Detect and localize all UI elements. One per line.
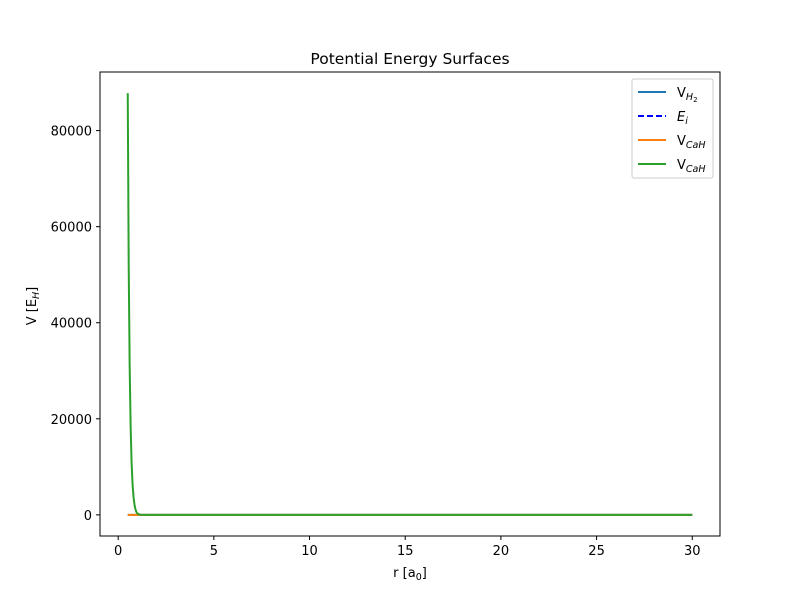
x-axis-label-close: ] [422, 566, 427, 581]
y-axis-label-sub: H [31, 292, 42, 299]
axes-layer: 0 5 10 15 20 25 30 0 20000 40000 60000 80000 [51, 71, 721, 559]
legend-label-0-subsub: 2 [693, 96, 697, 104]
plot-area [100, 72, 720, 536]
chart-title: Potential Energy Surfaces [310, 50, 509, 68]
legend-label-0: VH2 [677, 86, 698, 104]
legend-label-2: VCaH [677, 134, 706, 151]
legend-label-3-sub: CaH [686, 164, 706, 175]
axes-frame [99, 71, 721, 537]
plot-background [100, 72, 720, 536]
legend-frame [631, 78, 714, 179]
x-axis-label-main: r [a [393, 566, 416, 581]
y-tick-label-4: 80000 [51, 125, 92, 140]
x-axis-label: r [a0] [393, 566, 427, 583]
y-axis-label-main: V [E [25, 299, 40, 325]
x-tick-label-1: 5 [210, 544, 218, 559]
x-tick-label-2: 10 [301, 544, 318, 559]
legend-item-2: VCaH [638, 134, 706, 151]
y-tick-label-1: 20000 [51, 413, 92, 428]
y-tick-label-3: 60000 [51, 221, 92, 236]
y-axis-label: V [EH] [25, 287, 42, 326]
x-tick-label-0: 0 [114, 544, 122, 559]
legend-label-1: Ei [677, 110, 688, 127]
x-axis-label-sub: 0 [416, 572, 422, 583]
x-tick-label-4: 20 [493, 544, 510, 559]
y-axis-label-close: ] [25, 287, 40, 292]
x-tick-label-3: 15 [397, 544, 414, 559]
legend-label-2-sub: CaH [686, 140, 706, 151]
legend-label-1-main: E [677, 110, 686, 125]
legend-item-0: VH2 [638, 86, 698, 104]
legend-label-1-sub: i [685, 116, 688, 127]
x-tick-label-5: 25 [588, 544, 605, 559]
legend-item-3: VCaH [638, 158, 706, 175]
y-tick-label-2: 40000 [51, 317, 92, 332]
series-line-3 [126, 93, 693, 516]
series-layer [126, 93, 693, 516]
legend-item-1: Ei [638, 110, 688, 127]
x-tick-label-6: 30 [684, 544, 701, 559]
y-tick-label-0: 0 [84, 509, 92, 524]
legend: VH2 Ei VCaH VCaH [631, 78, 714, 179]
legend-label-0-sub: H [686, 92, 693, 103]
legend-label-3-main: V [677, 158, 686, 173]
legend-label-2-main: V [677, 134, 686, 149]
legend-label-3: VCaH [677, 158, 706, 175]
legend-label-0-main: V [677, 86, 686, 101]
